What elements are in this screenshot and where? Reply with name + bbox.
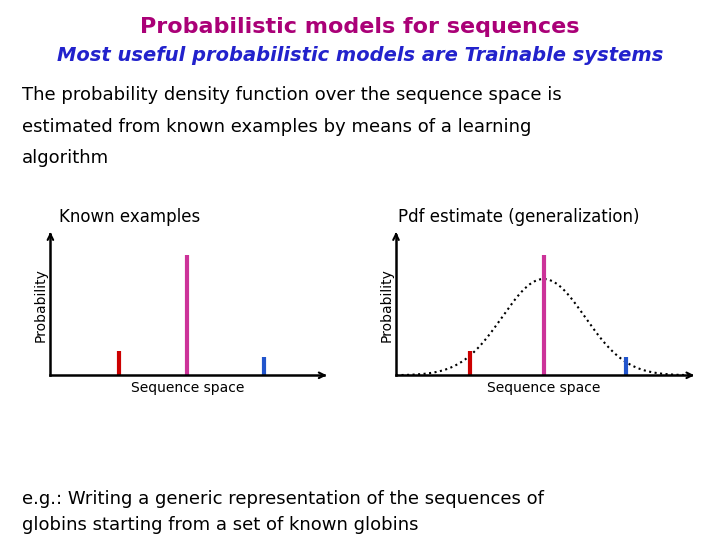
Text: estimated from known examples by means of a learning: estimated from known examples by means o… <box>22 118 531 136</box>
Text: globins starting from a set of known globins: globins starting from a set of known glo… <box>22 516 418 534</box>
Text: Pdf estimate (generalization): Pdf estimate (generalization) <box>397 208 639 226</box>
Text: Known examples: Known examples <box>59 208 200 226</box>
Text: e.g.: Writing a generic representation of the sequences of: e.g.: Writing a generic representation o… <box>22 490 544 508</box>
Text: Probabilistic models for sequences: Probabilistic models for sequences <box>140 17 580 37</box>
Text: The probability density function over the sequence space is: The probability density function over th… <box>22 86 562 104</box>
X-axis label: Sequence space: Sequence space <box>487 381 600 395</box>
Y-axis label: Probability: Probability <box>379 268 393 342</box>
Text: Most useful probabilistic models are Trainable systems: Most useful probabilistic models are Tra… <box>57 46 663 65</box>
X-axis label: Sequence space: Sequence space <box>130 381 244 395</box>
Y-axis label: Probability: Probability <box>34 268 48 342</box>
Text: algorithm: algorithm <box>22 149 109 167</box>
